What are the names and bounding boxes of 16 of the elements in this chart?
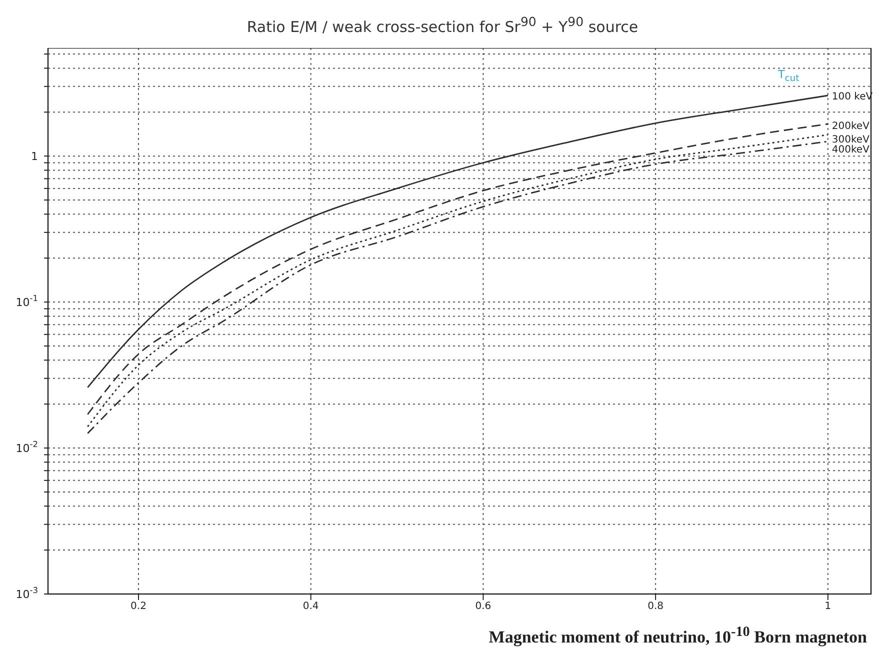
y-tick-label: 10$^{-2}$ (16, 439, 38, 456)
series-label: 200keV (832, 120, 870, 132)
x-tick-label: 0.4 (302, 601, 319, 612)
x-axis-title: Magnetic moment of neutrino, 10$^{-10}$ Born magneton (488, 624, 868, 648)
x-tick-label: 1 (824, 601, 832, 612)
legend-title: T$_{cut}$ (778, 68, 800, 84)
x-tick-label: 0.6 (475, 601, 492, 612)
y-tick-label: 10$^{-3}$ (16, 585, 38, 601)
chart-title: Ratio E/M / weak cross-section for Sr$^{90}$ + Y$^{90}$ source (246, 13, 640, 38)
line-series (86, 94, 829, 388)
series-label: 300keV (832, 134, 870, 146)
series-label: 400keV (832, 144, 870, 156)
y-tick-label: 10$^{-1}$ (16, 293, 38, 310)
x-tick-label: 0.2 (130, 601, 146, 612)
x-tick-label: 0.8 (648, 601, 664, 612)
y-tick-label: 1 (31, 150, 38, 164)
